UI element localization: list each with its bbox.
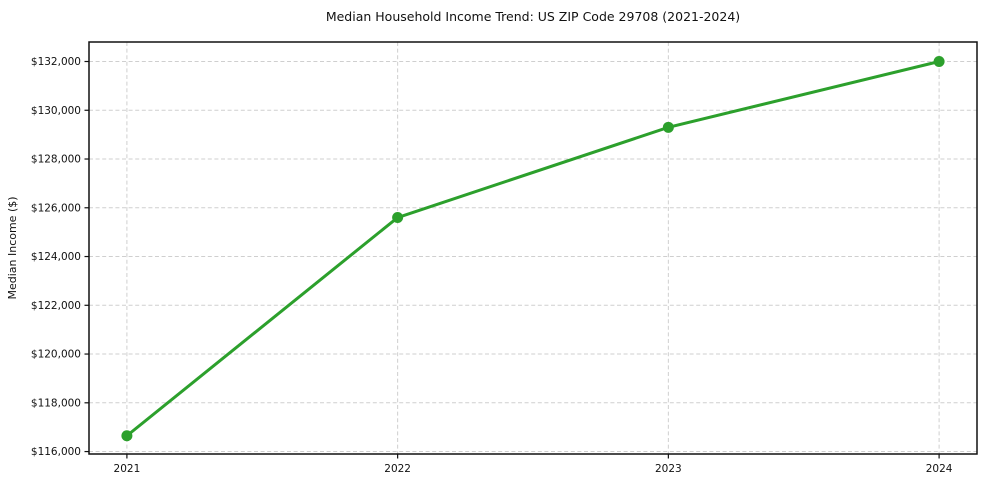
y-tick-label: $126,000 xyxy=(31,202,81,214)
y-tick-label: $120,000 xyxy=(31,349,81,361)
data-point-2024 xyxy=(933,56,945,68)
x-tick-label: 2024 xyxy=(926,463,953,475)
data-point-2022 xyxy=(392,212,404,224)
chart-title: Median Household Income Trend: US ZIP Co… xyxy=(326,9,740,24)
y-tick-label: $130,000 xyxy=(31,105,81,117)
data-point-2023 xyxy=(662,121,674,133)
plot-border xyxy=(88,41,978,455)
x-tick-label: 2023 xyxy=(655,463,682,475)
x-tick-label: 2022 xyxy=(384,463,411,475)
plot-area: $116,000 $118,000 $120,000 $122,000 $124,000… xyxy=(31,41,978,475)
data-point-2021 xyxy=(121,430,133,442)
y-tick-label: $118,000 xyxy=(31,397,81,409)
trend-line xyxy=(125,60,941,438)
y-tick-label: $128,000 xyxy=(31,154,81,166)
y-tick-label: $124,000 xyxy=(31,251,81,263)
y-axis-label: Median Income ($) xyxy=(6,196,19,299)
y-tick-label: $116,000 xyxy=(31,446,81,458)
x-tick-label: 2021 xyxy=(114,463,141,475)
y-tick-label: $132,000 xyxy=(31,56,81,68)
y-tick-label: $122,000 xyxy=(31,300,81,312)
